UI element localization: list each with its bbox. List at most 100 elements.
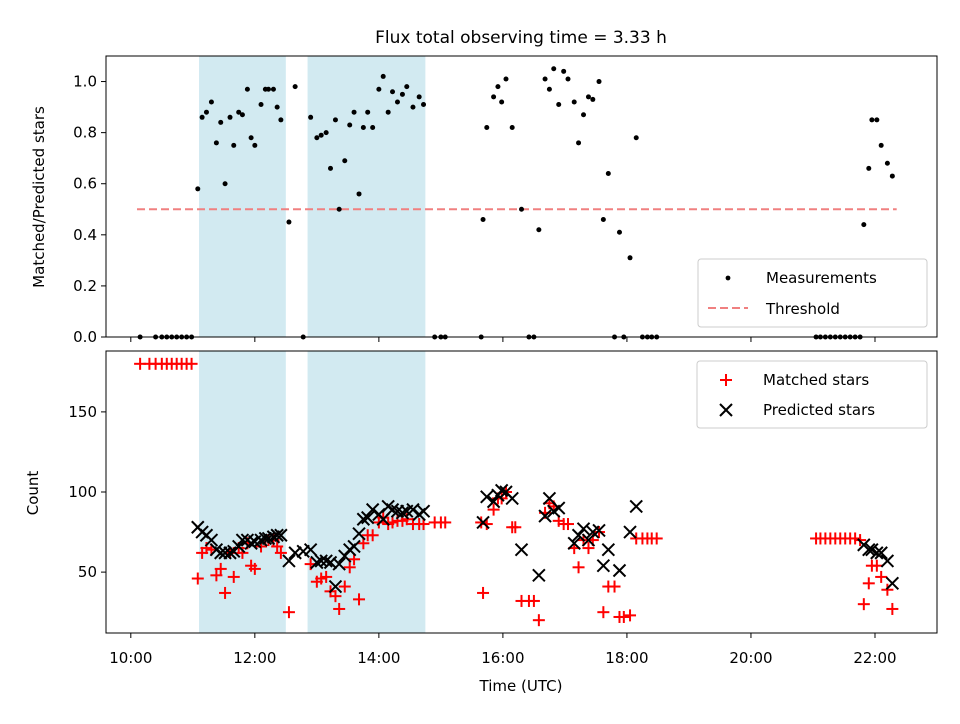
top-legend-threshold-label: Threshold [765,300,840,318]
top-legend-measurements-label: Measurements [766,269,877,287]
predicted-star-point [416,504,431,518]
predicted-star-point [360,510,375,525]
measurement-point [252,142,258,148]
measurement-point [600,216,606,222]
measurement-point [404,84,410,90]
measurement-point [370,125,376,131]
measurement-point [351,109,357,115]
measurement-point [484,125,490,131]
top-y-tick-label: 0.8 [73,124,97,142]
bottom-x-tick-label: 16:00 [481,649,524,667]
predicted-star-point [232,539,246,554]
measurement-point [627,255,633,261]
measurement-point [491,94,497,100]
matched-star-point [366,529,379,542]
matched-star-point [650,532,663,545]
predicted-star-point [261,531,276,546]
bottom-legend-matched-marker [720,374,732,386]
bottom-y-axis-label: Count [24,471,42,516]
bottom-shaded-interval [307,351,426,633]
matched-star-point [527,594,540,607]
matched-star-point [329,590,342,603]
matched-star-point [487,503,500,516]
measurement-point [222,181,228,187]
matched-star-point [274,546,287,559]
matched-star-point [248,562,261,575]
predicted-star-point [223,546,237,560]
predicted-star-point [332,557,346,571]
measurement-point [327,165,333,171]
measurement-point [480,216,486,222]
matched-star-point [271,540,284,553]
measurement-point [239,112,245,118]
matched-star-point [862,577,875,590]
matched-star-point [475,516,488,529]
bottom-legend-predicted-label: Predicted stars [763,401,875,419]
predicted-star-point [870,546,884,560]
measurement-point [356,191,362,197]
predicted-star-point [244,536,258,550]
predicted-star-point [885,576,900,591]
matched-star-point [624,609,637,622]
measurement-point [410,104,416,110]
measurement-point [342,158,348,164]
measurement-point [199,114,205,120]
top-shaded-interval [199,56,286,337]
measurement-point [347,122,353,128]
measurement-point [565,76,571,82]
bottom-x-tick-label: 20:00 [729,649,772,667]
bottom-legend-matched-label: Matched stars [763,371,869,389]
top-legend: Measurements Threshold [697,258,928,328]
predicted-star-point [288,546,302,560]
measurement-point [416,94,422,100]
predicted-star-point [612,563,627,578]
measurement-point [633,135,639,141]
predicted-star-point [576,522,591,536]
measurement-point [318,132,324,138]
top-chart-title: Flux total observing time = 3.33 h [375,28,667,48]
measurement-point [581,112,587,118]
matched-star-point [338,580,351,593]
measurement-point [495,84,501,90]
matched-star-point [562,518,575,531]
bottom-legend-box [696,360,928,429]
predicted-star-point [571,528,586,542]
predicted-star-point [385,502,400,517]
measurement-point [218,119,224,125]
measurement-point [536,227,542,233]
measurement-point [542,76,548,82]
predicted-star-point [538,509,552,523]
matched-star-point [320,570,333,583]
measurement-point [874,117,880,123]
predicted-star-point [623,525,637,539]
top-x-ticks [130,337,876,342]
predicted-star-point [303,542,318,557]
bottom-matched-points [134,357,899,627]
measurement-point [866,165,872,171]
matched-star-point [219,586,232,599]
bottom-y-ticks: 50 100 150 [68,403,106,581]
measurement-point [616,229,622,235]
measurement-point [195,186,201,192]
predicted-star-point [592,523,606,538]
predicted-star-point [494,483,509,498]
predicted-star-point [274,528,288,542]
measurement-point [390,89,396,95]
predicted-star-point [505,491,519,506]
measurement-point [208,99,214,105]
measurement-point [499,99,505,105]
measurement-point [323,130,329,136]
bottom-y-tick-label: 50 [78,563,97,581]
measurement-point [376,86,382,92]
top-legend-box [697,258,928,328]
matched-star-point [857,598,870,611]
top-y-tick-label: 0.6 [73,175,97,193]
predicted-star-point [596,558,611,573]
predicted-star-point [270,528,284,542]
predicted-star-point [629,499,643,514]
matched-star-point [185,357,198,370]
bottom-predicted-points [191,483,900,594]
predicted-star-point [552,501,566,515]
matched-star-point [886,602,899,615]
